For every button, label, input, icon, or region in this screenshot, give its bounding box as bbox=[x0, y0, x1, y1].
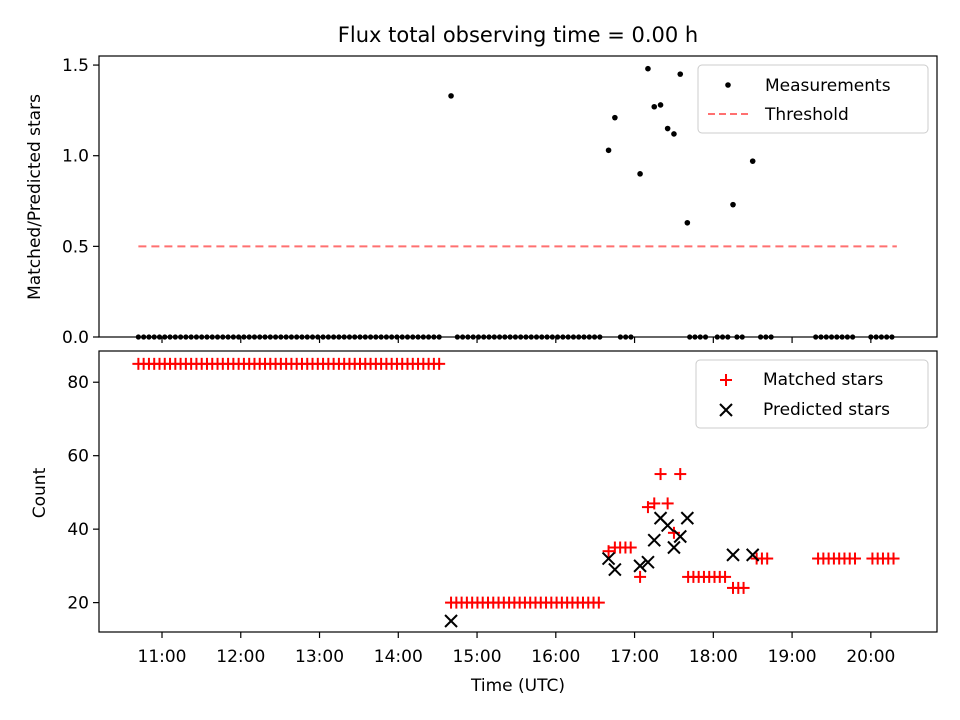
matched-star-point bbox=[849, 552, 862, 565]
measurement-point bbox=[651, 103, 658, 110]
bottom-ytick-label: 20 bbox=[67, 594, 89, 614]
measurement-point bbox=[637, 171, 643, 177]
bottom-xtick-label: 17:00 bbox=[610, 647, 659, 667]
predicted-star-point bbox=[444, 614, 458, 628]
matched-star-point bbox=[624, 541, 637, 554]
measurement-point bbox=[448, 93, 454, 99]
bottom-xlabel: Time (UTC) bbox=[470, 676, 565, 696]
predicted-star-point bbox=[641, 555, 655, 569]
bottom-panel: 20 40 60 80 11:00 12:00 13:00 14:00 15:00 16:00 17… bbox=[30, 350, 938, 696]
measurement-point bbox=[664, 125, 671, 132]
predicted-star-point bbox=[680, 511, 695, 525]
top-ytick-label: 0.5 bbox=[62, 237, 89, 257]
matched-star-point bbox=[674, 468, 687, 481]
top-legend: Measurements Threshold bbox=[697, 64, 929, 134]
predicted-star-point bbox=[647, 533, 661, 547]
chart-title: Flux total observing time = 0.00 h bbox=[338, 23, 698, 47]
bottom-xtick-label: 15:00 bbox=[453, 647, 502, 667]
bottom-ytick-label: 40 bbox=[67, 520, 89, 540]
bottom-legend-box bbox=[695, 359, 929, 429]
matched-star-point bbox=[719, 570, 732, 583]
top-ticks: 0.0 0.5 1.0 1.5 bbox=[62, 56, 872, 348]
bottom-xtick-label: 16:00 bbox=[531, 647, 580, 667]
measurement-point bbox=[612, 114, 618, 121]
bottom-ticks: 20 40 60 80 11:00 12:00 13:00 14:00 15:00 16:00 17… bbox=[67, 373, 895, 667]
top-axes-frame bbox=[98, 55, 938, 338]
matched-star-point bbox=[654, 468, 667, 481]
measurement-point bbox=[605, 147, 612, 154]
bottom-xtick-label: 13:00 bbox=[295, 647, 344, 667]
measurement-point bbox=[645, 65, 651, 72]
bottom-xtick-label: 18:00 bbox=[689, 647, 738, 667]
top-ytick-label: 0.0 bbox=[62, 328, 89, 348]
matched-star-point bbox=[634, 570, 647, 583]
matched-star-point bbox=[433, 357, 446, 370]
measurement-point bbox=[671, 131, 677, 137]
bottom-xtick-label: 14:00 bbox=[374, 647, 423, 667]
legend-measurements-marker bbox=[725, 82, 731, 88]
bottom-axes-frame bbox=[98, 350, 938, 633]
bottom-xtick-label: 12:00 bbox=[216, 647, 265, 667]
matched-star-point bbox=[737, 581, 750, 594]
bottom-ytick-label: 80 bbox=[67, 373, 89, 393]
predicted-star-point bbox=[601, 551, 616, 566]
legend-predicted-label: Predicted stars bbox=[763, 400, 890, 420]
legend-threshold-label: Threshold bbox=[764, 105, 849, 125]
matched-stars-points bbox=[132, 357, 900, 609]
legend-matched-label: Matched stars bbox=[763, 370, 883, 390]
predicted-star-point bbox=[745, 548, 760, 562]
matched-star-point bbox=[761, 552, 774, 565]
predicted-stars-points bbox=[444, 511, 760, 628]
measurement-point bbox=[749, 158, 756, 164]
matched-star-point bbox=[887, 552, 900, 565]
matched-star-point bbox=[641, 501, 654, 514]
bottom-ylabel: Count bbox=[30, 467, 50, 518]
predicted-star-point bbox=[608, 562, 622, 577]
bottom-xtick-label: 20:00 bbox=[846, 647, 895, 667]
top-ytick-label: 1.0 bbox=[62, 147, 89, 167]
predicted-star-point bbox=[726, 548, 740, 562]
matched-star-point bbox=[592, 596, 605, 609]
predicted-star-point bbox=[633, 559, 647, 573]
measurement-point bbox=[730, 201, 736, 208]
matched-star-point bbox=[648, 497, 661, 510]
predicted-star-point bbox=[673, 529, 687, 544]
legend-matched-marker bbox=[720, 374, 732, 386]
top-legend-box bbox=[697, 64, 929, 134]
measurement-point bbox=[657, 102, 664, 108]
top-ylabel: Matched/Predicted stars bbox=[25, 94, 45, 300]
measurement-point bbox=[684, 219, 691, 226]
predicted-star-point bbox=[660, 518, 675, 533]
measurement-point bbox=[677, 71, 684, 77]
matched-star-point bbox=[661, 497, 674, 510]
bottom-xtick-label: 19:00 bbox=[768, 647, 817, 667]
predicted-star-point bbox=[667, 540, 681, 555]
bottom-ytick-label: 60 bbox=[67, 447, 89, 467]
top-panel: 0.0 0.5 1.0 1.5 Matched/Predicted stars Mea… bbox=[25, 55, 938, 348]
bottom-xtick-label: 11:00 bbox=[138, 647, 187, 667]
top-ytick-label: 1.5 bbox=[62, 56, 89, 76]
legend-measurements-label: Measurements bbox=[765, 76, 891, 96]
legend-predicted-marker bbox=[719, 403, 733, 417]
bottom-legend: Matched stars Predicted stars bbox=[695, 359, 929, 429]
matched-star-point bbox=[602, 545, 615, 558]
